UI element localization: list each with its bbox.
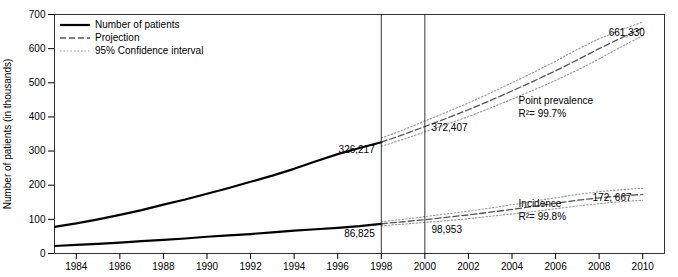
svg-text:2010: 2010 <box>632 261 655 272</box>
svg-text:2004: 2004 <box>501 261 524 272</box>
svg-text:600: 600 <box>29 43 46 54</box>
svg-text:98,953: 98,953 <box>431 224 462 235</box>
svg-text:400: 400 <box>29 111 46 122</box>
svg-text:300: 300 <box>29 145 46 156</box>
svg-text:172, 667: 172, 667 <box>593 192 632 203</box>
svg-text:1984: 1984 <box>65 261 88 272</box>
svg-text:0: 0 <box>40 248 46 259</box>
svg-text:100: 100 <box>29 214 46 225</box>
svg-text:1986: 1986 <box>109 261 132 272</box>
svg-text:86,825: 86,825 <box>344 228 375 239</box>
svg-text:1994: 1994 <box>283 261 306 272</box>
svg-text:Point prevalenceR²= 99.7%: Point prevalenceR²= 99.7% <box>519 95 594 119</box>
svg-text:500: 500 <box>29 77 46 88</box>
svg-text:2002: 2002 <box>457 261 480 272</box>
svg-text:372,407: 372,407 <box>431 122 468 133</box>
svg-text:200: 200 <box>29 179 46 190</box>
svg-text:2006: 2006 <box>544 261 567 272</box>
svg-text:1998: 1998 <box>370 261 393 272</box>
svg-text:Number of patients (in thousan: Number of patients (in thousands) <box>2 59 13 210</box>
html-text:Number of patients: Number of patients <box>95 19 180 30</box>
html-text:Projection: Projection <box>95 32 140 43</box>
html-text:95% Confidence interval: 95% Confidence interval <box>95 45 204 56</box>
svg-text:2000: 2000 <box>414 261 437 272</box>
svg-text:1990: 1990 <box>196 261 219 272</box>
svg-text:IncidenceR²= 99.8%: IncidenceR²= 99.8% <box>519 198 567 222</box>
svg-text:1996: 1996 <box>327 261 350 272</box>
svg-text:2008: 2008 <box>588 261 611 272</box>
svg-text:1992: 1992 <box>239 261 262 272</box>
svg-text:700: 700 <box>29 9 46 20</box>
svg-text:661,330: 661,330 <box>609 27 646 38</box>
svg-text:1988: 1988 <box>152 261 175 272</box>
svg-text:326,217: 326,217 <box>339 144 376 155</box>
